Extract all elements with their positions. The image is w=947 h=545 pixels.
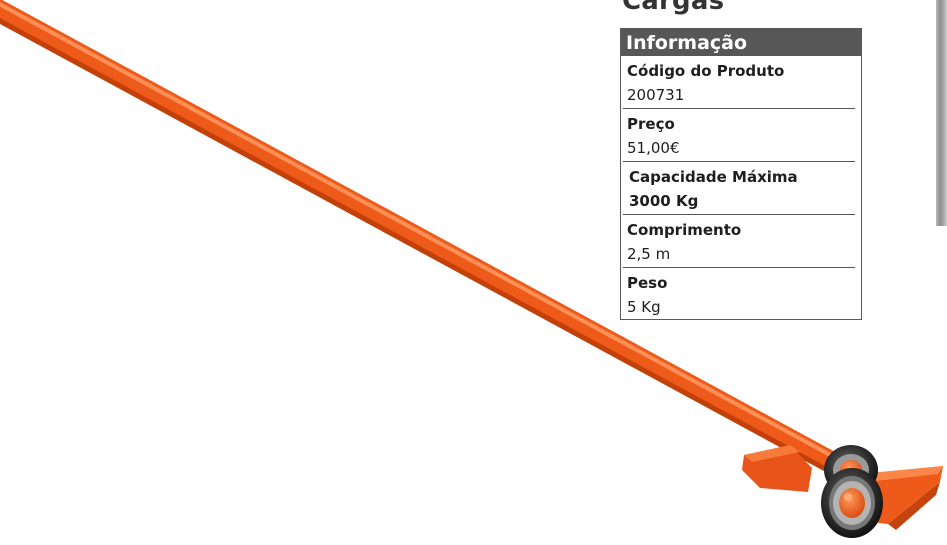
info-value: 2,5 m bbox=[627, 245, 671, 263]
info-value: 3000 Kg bbox=[629, 192, 699, 210]
lifting-bar bbox=[0, 0, 856, 481]
product-info-table: Informação Código do Produto 200731 Preç… bbox=[620, 28, 862, 320]
adjacent-image-edge bbox=[936, 0, 947, 226]
info-value: 5 Kg bbox=[627, 298, 661, 316]
info-row-product-code: Código do Produto 200731 bbox=[623, 56, 855, 109]
page-title: Cargas bbox=[622, 0, 725, 16]
info-row-length: Comprimento 2,5 m bbox=[623, 215, 855, 268]
info-row-weight: Peso 5 Kg bbox=[623, 268, 855, 321]
info-label: Comprimento bbox=[627, 221, 742, 239]
info-value: 200731 bbox=[627, 86, 685, 104]
front-wheel bbox=[821, 468, 883, 538]
info-label: Peso bbox=[627, 274, 668, 292]
info-label: Capacidade Máxima bbox=[629, 168, 798, 186]
info-value: 51,00€ bbox=[627, 139, 680, 157]
info-table-header: Informação bbox=[621, 29, 861, 56]
info-label: Preço bbox=[627, 115, 675, 133]
info-row-max-capacity: Capacidade Máxima 3000 Kg bbox=[623, 162, 855, 215]
info-row-price: Preço 51,00€ bbox=[623, 109, 855, 162]
info-label: Código do Produto bbox=[627, 62, 785, 80]
